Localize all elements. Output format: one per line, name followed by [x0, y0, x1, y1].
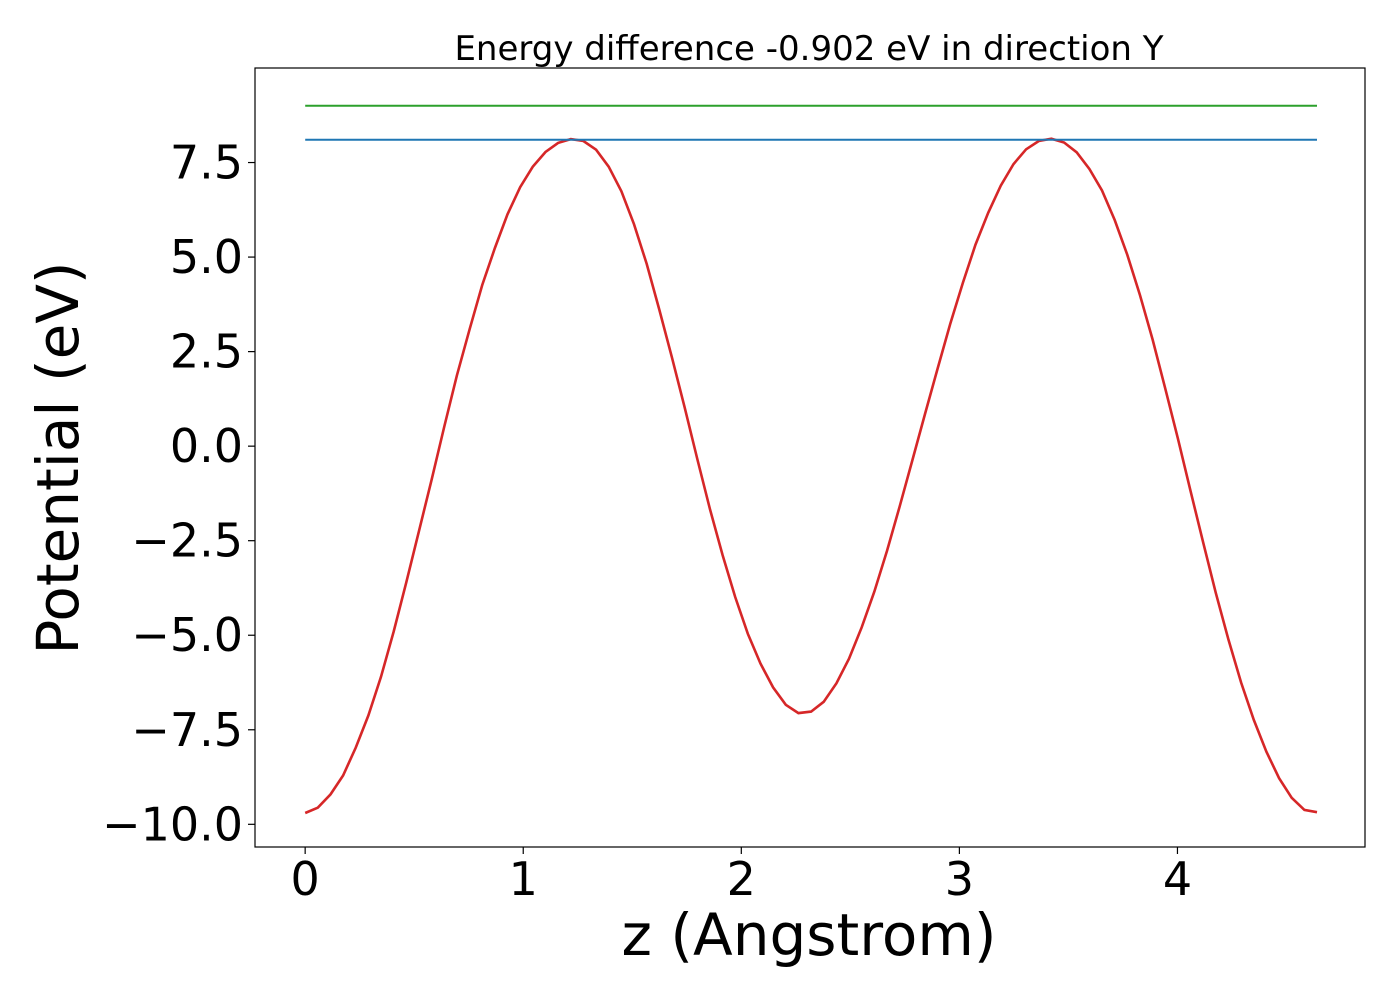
y-tick-label: 7.5: [170, 136, 243, 190]
y-tick-label: −7.5: [131, 703, 243, 757]
axes-frame: [254, 67, 1366, 848]
x-axis: 0 1 2 3 4: [291, 847, 1192, 906]
y-axis: 7.5 5.0 2.5 0.0 −2.5 −5.0 −7.5 −10.0: [102, 136, 255, 851]
x-axis-label: z (Angstrom): [622, 901, 997, 969]
x-tick-label: 4: [1163, 852, 1192, 906]
x-tick-label: 3: [945, 852, 974, 906]
y-tick-label: 2.5: [170, 325, 243, 379]
x-tick-label: 1: [509, 852, 538, 906]
x-tick-label: 0: [291, 852, 320, 906]
y-tick-label: −2.5: [131, 514, 243, 568]
y-tick-label: 0.0: [170, 419, 243, 473]
x-tick-label: 2: [727, 852, 756, 906]
chart-title: Energy difference -0.902 eV in direction…: [454, 29, 1163, 69]
y-tick-label: 5.0: [170, 230, 243, 284]
y-axis-label: Potential (eV): [24, 261, 92, 654]
series-line-0: [304, 137, 1318, 815]
y-tick-label: −10.0: [102, 797, 243, 851]
y-tick-label: −5.0: [131, 608, 243, 662]
plot-area: [304, 104, 1318, 815]
